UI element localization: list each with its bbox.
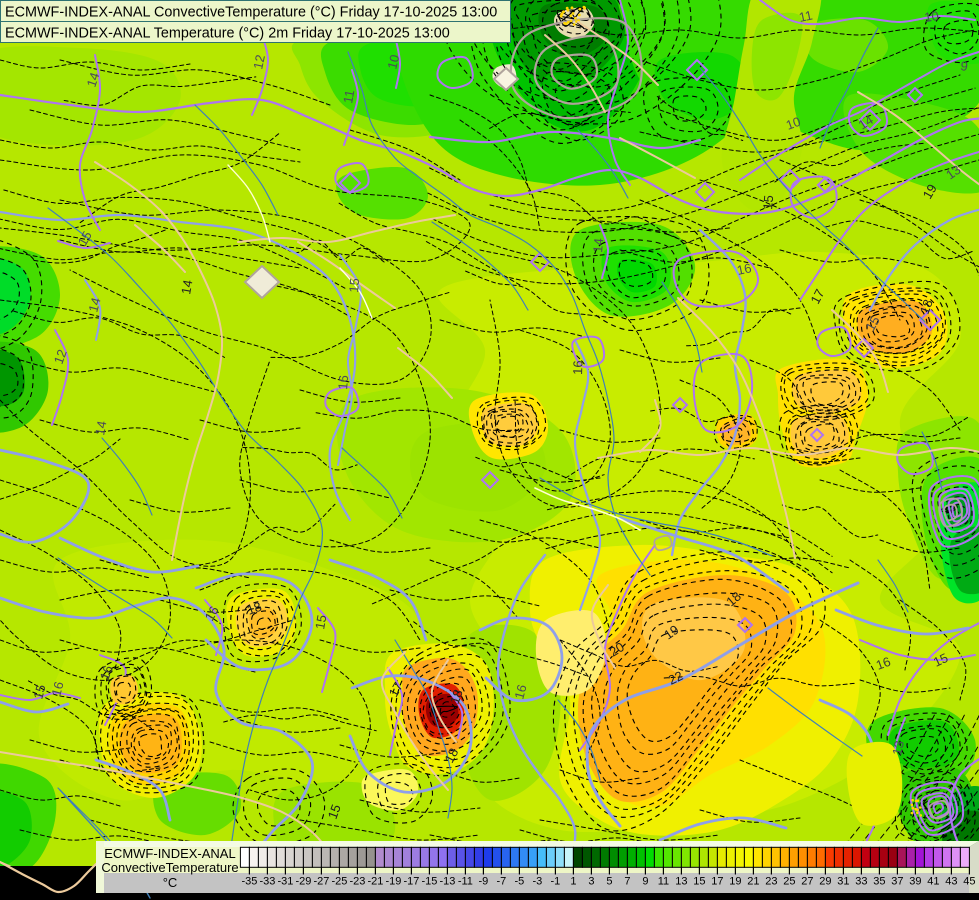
- svg-text:13: 13: [943, 162, 963, 183]
- svg-text:15: 15: [693, 876, 705, 888]
- svg-text:17: 17: [386, 679, 406, 699]
- svg-text:-3: -3: [533, 876, 543, 888]
- svg-text:15: 15: [75, 228, 95, 248]
- svg-text:ECMWF-INDEX-ANAL: ECMWF-INDEX-ANAL: [104, 846, 235, 861]
- svg-text:19: 19: [661, 622, 681, 643]
- svg-text:21: 21: [747, 876, 759, 888]
- svg-text:14: 14: [178, 279, 195, 296]
- svg-text:14: 14: [590, 238, 606, 254]
- svg-text:13: 13: [675, 876, 687, 888]
- svg-text:33: 33: [855, 876, 867, 888]
- svg-text:3: 3: [588, 876, 594, 888]
- svg-text:17: 17: [711, 876, 723, 888]
- svg-text:16: 16: [511, 683, 529, 701]
- svg-text:15: 15: [325, 802, 344, 821]
- svg-text:16: 16: [335, 375, 351, 391]
- svg-text:15: 15: [760, 195, 776, 211]
- svg-text:43: 43: [945, 876, 957, 888]
- svg-text:29: 29: [819, 876, 831, 888]
- svg-text:°C: °C: [163, 875, 178, 890]
- svg-text:9: 9: [960, 58, 969, 74]
- svg-text:15: 15: [346, 278, 362, 294]
- svg-text:-7: -7: [497, 876, 507, 888]
- svg-text:-13: -13: [439, 876, 455, 888]
- svg-text:10: 10: [923, 8, 939, 25]
- svg-text:35: 35: [873, 876, 885, 888]
- svg-text:7: 7: [624, 876, 630, 888]
- svg-text:14: 14: [85, 296, 103, 314]
- svg-text:12: 12: [51, 347, 70, 366]
- svg-text:25: 25: [783, 876, 795, 888]
- svg-text:23: 23: [765, 876, 777, 888]
- svg-text:13: 13: [889, 739, 907, 756]
- svg-text:14: 14: [92, 420, 109, 437]
- svg-text:18: 18: [917, 297, 936, 316]
- svg-text:16: 16: [202, 603, 222, 623]
- svg-text:19: 19: [729, 876, 741, 888]
- svg-text:9: 9: [642, 876, 648, 888]
- svg-text:31: 31: [837, 876, 849, 888]
- svg-text:-11: -11: [458, 876, 473, 888]
- svg-text:16: 16: [48, 680, 66, 698]
- svg-text:-35: -35: [241, 876, 257, 888]
- svg-text:11: 11: [798, 7, 814, 24]
- svg-text:11: 11: [340, 89, 357, 105]
- svg-text:-33: -33: [259, 876, 275, 888]
- svg-text:16: 16: [570, 360, 585, 375]
- svg-text:-17: -17: [403, 876, 419, 888]
- svg-text:1: 1: [570, 876, 576, 888]
- svg-text:-1: -1: [551, 876, 561, 888]
- svg-text:17: 17: [807, 287, 827, 307]
- svg-text:14: 14: [84, 71, 103, 89]
- svg-text:-25: -25: [331, 876, 347, 888]
- svg-text:41: 41: [927, 876, 939, 888]
- svg-text:16: 16: [874, 654, 893, 673]
- svg-text:-5: -5: [515, 876, 525, 888]
- svg-text:14: 14: [856, 112, 876, 132]
- svg-text:45: 45: [963, 876, 975, 888]
- svg-text:-29: -29: [295, 876, 311, 888]
- svg-text:-15: -15: [421, 876, 437, 888]
- svg-text:10: 10: [384, 53, 402, 71]
- svg-text:18: 18: [441, 746, 461, 766]
- svg-text:15: 15: [30, 683, 48, 701]
- svg-text:-27: -27: [313, 876, 329, 888]
- svg-text:15: 15: [931, 650, 950, 670]
- svg-text:27: 27: [801, 876, 813, 888]
- svg-text:5: 5: [606, 876, 612, 888]
- svg-text:-23: -23: [349, 876, 365, 888]
- svg-text:-19: -19: [385, 876, 401, 888]
- svg-text:11: 11: [658, 876, 669, 888]
- svg-text:16: 16: [736, 260, 753, 278]
- svg-text:ECMWF-INDEX-ANAL ConvectiveTem: ECMWF-INDEX-ANAL ConvectiveTemperature (…: [5, 5, 497, 21]
- svg-text:16: 16: [97, 663, 116, 682]
- svg-text:-21: -21: [367, 876, 383, 888]
- svg-text:10: 10: [784, 114, 803, 133]
- svg-text:19: 19: [920, 181, 940, 201]
- svg-text:37: 37: [891, 876, 903, 888]
- svg-text:15: 15: [863, 313, 883, 333]
- svg-text:20: 20: [607, 639, 627, 659]
- svg-text:-9: -9: [479, 876, 489, 888]
- svg-text:15: 15: [312, 614, 329, 631]
- svg-text:12: 12: [250, 53, 268, 70]
- svg-text:22: 22: [666, 668, 686, 688]
- svg-text:ConvectiveTemperature: ConvectiveTemperature: [101, 860, 238, 875]
- svg-text:ECMWF-INDEX-ANAL Temperature (: ECMWF-INDEX-ANAL Temperature (°C) 2m Fri…: [5, 26, 450, 42]
- svg-text:-31: -31: [277, 876, 293, 888]
- svg-text:18: 18: [245, 599, 264, 618]
- svg-text:39: 39: [909, 876, 921, 888]
- svg-text:18: 18: [447, 687, 466, 706]
